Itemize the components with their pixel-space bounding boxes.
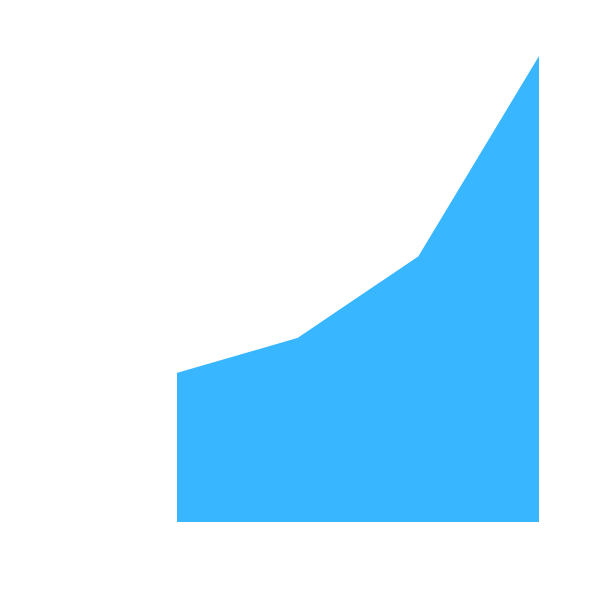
plot-area <box>177 56 539 522</box>
area-series <box>177 56 539 522</box>
